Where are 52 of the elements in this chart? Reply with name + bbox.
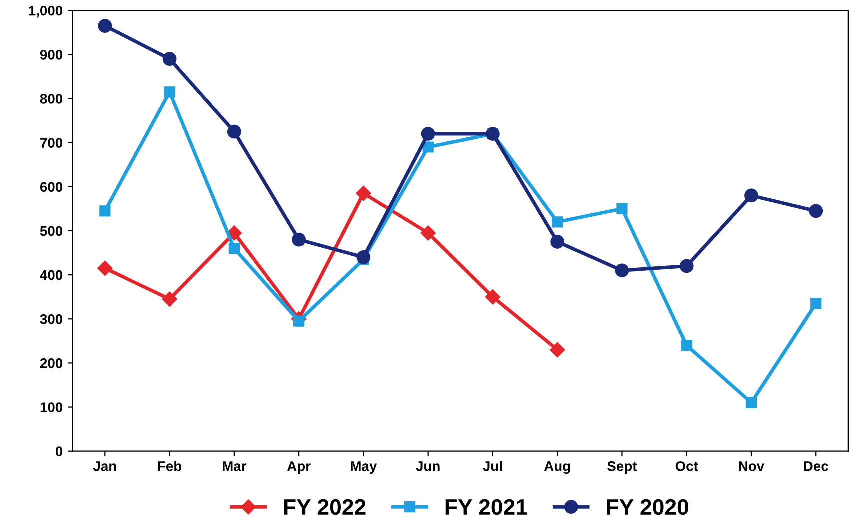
- y-tick-label: 900: [40, 50, 63, 60]
- y-tick-label: 400: [40, 270, 63, 280]
- y-tick-label: 600: [40, 182, 63, 192]
- legend-label: FY 2021: [446, 499, 528, 516]
- legend-label: FY 2022: [284, 499, 366, 516]
- point: [810, 298, 822, 310]
- point: [615, 264, 630, 278]
- x-tick-label: Nov: [739, 462, 765, 472]
- y-tick-label: 200: [40, 358, 63, 368]
- point: [98, 260, 113, 276]
- point: [356, 250, 371, 264]
- point: [681, 340, 692, 352]
- legend-label: FY 2020: [607, 499, 688, 516]
- x-tick-label: Oct: [676, 461, 698, 472]
- x-tick-label: Aug: [544, 462, 570, 474]
- x-tick-label: Dec: [804, 462, 828, 472]
- point: [552, 216, 564, 228]
- y-tick-label: 700: [40, 138, 63, 148]
- point: [809, 204, 824, 218]
- point: [100, 206, 111, 217]
- point: [98, 19, 112, 33]
- x-tick-label: Mar: [223, 462, 247, 472]
- point: [485, 290, 501, 305]
- point: [616, 203, 628, 215]
- point: [550, 235, 565, 249]
- point: [746, 397, 758, 408]
- x-tick-label: Sept: [608, 461, 638, 474]
- x-tick-label: May: [351, 462, 378, 474]
- y-tick-label: 100: [40, 402, 63, 412]
- y-tick-label: 500: [40, 226, 63, 236]
- point: [421, 127, 436, 141]
- y-tick-label: 0: [56, 446, 63, 457]
- point: [680, 259, 694, 274]
- x-tick-label: Feb: [158, 461, 182, 472]
- x-tick-label: Apr: [287, 462, 311, 474]
- point: [162, 292, 178, 307]
- x-tick-label: Jun: [416, 462, 440, 472]
- point: [356, 186, 372, 202]
- y-tick-label: 300: [40, 314, 63, 324]
- point: [422, 142, 434, 153]
- point: [164, 86, 176, 98]
- point: [550, 342, 566, 358]
- x-tick-label: Jul: [483, 461, 502, 472]
- x-tick-label: Jan: [93, 462, 116, 472]
- point: [162, 52, 177, 66]
- point: [292, 232, 306, 247]
- point: [744, 188, 758, 203]
- y-tick-label: 800: [40, 94, 63, 104]
- y-tick-label: 1,000: [29, 6, 63, 18]
- point: [228, 243, 240, 254]
- point: [227, 124, 242, 139]
- point: [420, 226, 436, 241]
